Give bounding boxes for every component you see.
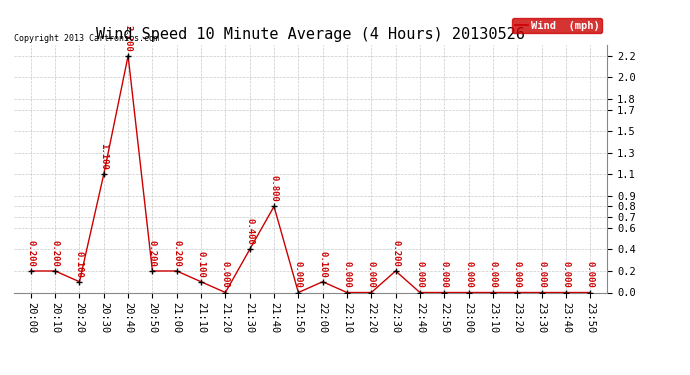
Text: 2.200: 2.200 (124, 25, 132, 52)
Text: 0.200: 0.200 (50, 240, 59, 267)
Text: 0.000: 0.000 (415, 261, 424, 288)
Text: 0.100: 0.100 (318, 251, 327, 278)
Text: 0.000: 0.000 (562, 261, 571, 288)
Text: 0.000: 0.000 (537, 261, 546, 288)
Text: 0.200: 0.200 (391, 240, 400, 267)
Text: 0.400: 0.400 (245, 218, 254, 245)
Text: Copyright 2013 Cartronics.com: Copyright 2013 Cartronics.com (14, 33, 159, 42)
Text: 0.000: 0.000 (221, 261, 230, 288)
Text: 0.000: 0.000 (464, 261, 473, 288)
Text: 0.800: 0.800 (270, 176, 279, 202)
Text: 0.200: 0.200 (172, 240, 181, 267)
Title: Wind Speed 10 Minute Average (4 Hours) 20130526: Wind Speed 10 Minute Average (4 Hours) 2… (96, 27, 525, 42)
Legend: Wind  (mph): Wind (mph) (513, 18, 602, 33)
Text: 0.100: 0.100 (75, 251, 84, 278)
Text: 0.000: 0.000 (440, 261, 449, 288)
Text: 0.000: 0.000 (367, 261, 376, 288)
Text: 0.000: 0.000 (489, 261, 497, 288)
Text: 0.000: 0.000 (342, 261, 351, 288)
Text: 0.000: 0.000 (586, 261, 595, 288)
Text: 0.000: 0.000 (513, 261, 522, 288)
Text: 1.100: 1.100 (99, 143, 108, 170)
Text: 0.100: 0.100 (197, 251, 206, 278)
Text: 0.200: 0.200 (148, 240, 157, 267)
Text: 0.200: 0.200 (26, 240, 35, 267)
Text: 0.000: 0.000 (294, 261, 303, 288)
